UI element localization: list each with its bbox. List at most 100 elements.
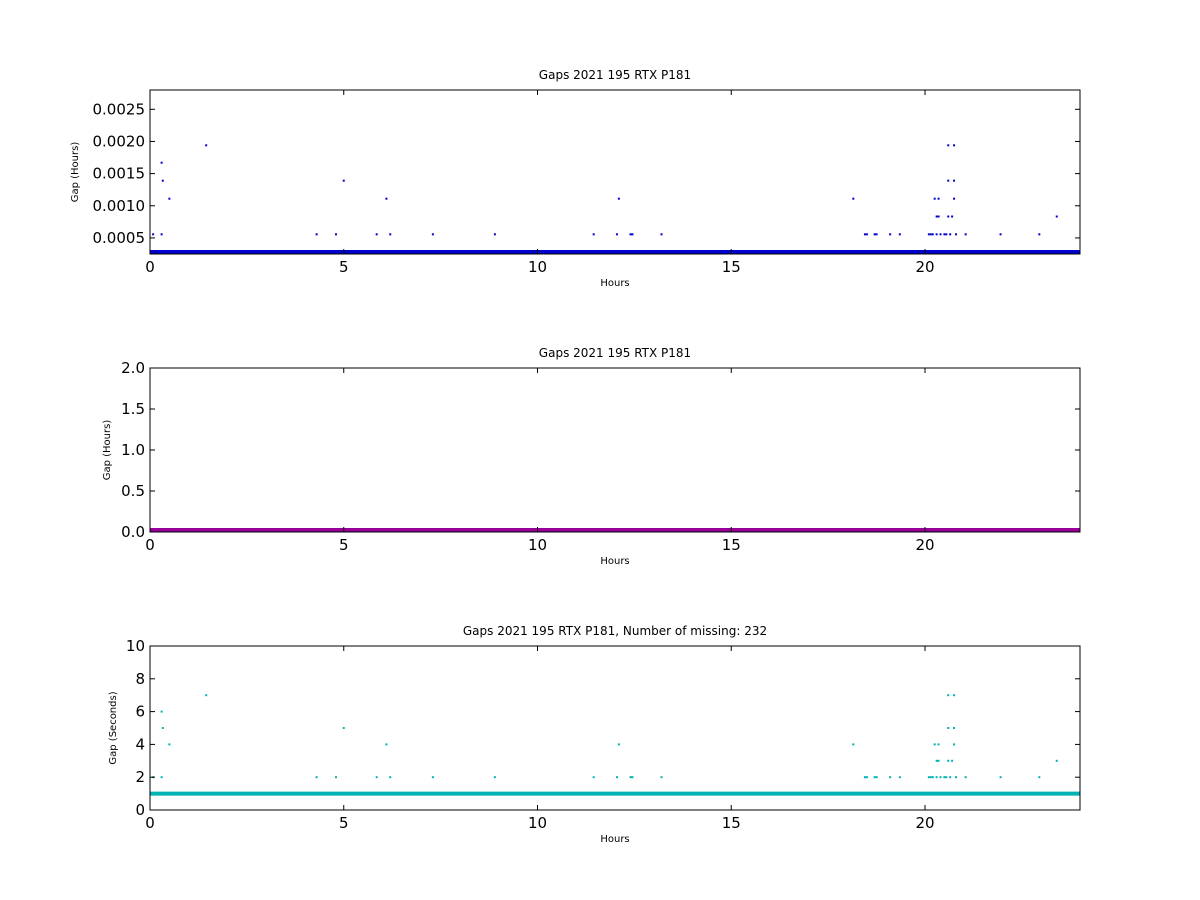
data-point bbox=[160, 776, 163, 779]
data-point bbox=[493, 776, 496, 779]
data-point bbox=[931, 776, 934, 779]
data-point bbox=[660, 776, 663, 779]
data-point bbox=[953, 694, 956, 697]
data-point bbox=[953, 743, 956, 746]
x-tick-label: 5 bbox=[339, 814, 349, 832]
data-point bbox=[933, 197, 936, 200]
data-point bbox=[852, 197, 855, 200]
data-point bbox=[945, 233, 948, 236]
data-point bbox=[342, 179, 345, 182]
data-point bbox=[929, 776, 932, 779]
data-point bbox=[865, 776, 868, 779]
data-point bbox=[943, 776, 946, 779]
data-point bbox=[660, 233, 663, 236]
data-point bbox=[375, 776, 378, 779]
data-point bbox=[865, 233, 868, 236]
data-point bbox=[935, 215, 938, 218]
x-tick-label: 15 bbox=[722, 258, 741, 276]
y-tick-label: 0.0020 bbox=[93, 132, 146, 150]
data-point bbox=[964, 776, 967, 779]
y-tick-label: 6 bbox=[135, 703, 145, 721]
data-point bbox=[889, 233, 892, 236]
data-point bbox=[939, 233, 942, 236]
data-point bbox=[431, 233, 434, 236]
data-point bbox=[863, 233, 866, 236]
data-point bbox=[629, 776, 632, 779]
data-point bbox=[955, 233, 957, 236]
data-point bbox=[935, 776, 938, 779]
y-tick-label: 0 bbox=[135, 801, 145, 819]
data-point bbox=[161, 727, 164, 729]
data-point bbox=[999, 233, 1002, 236]
data-point bbox=[1055, 215, 1058, 218]
x-tick-label: 10 bbox=[528, 258, 547, 276]
chart-title: Gaps 2021 195 RTX P181 bbox=[539, 346, 691, 360]
data-point bbox=[931, 233, 934, 236]
data-point bbox=[493, 233, 496, 236]
data-point bbox=[160, 710, 163, 713]
y-tick-label: 2 bbox=[135, 768, 145, 786]
data-point bbox=[947, 694, 950, 697]
data-point bbox=[937, 197, 940, 200]
data-point bbox=[875, 776, 878, 779]
data-point bbox=[389, 776, 392, 779]
y-tick-label: 4 bbox=[135, 735, 145, 753]
x-tick-label: 0 bbox=[145, 814, 155, 832]
data-point bbox=[947, 759, 950, 762]
data-point bbox=[592, 233, 595, 236]
data-point bbox=[943, 233, 946, 236]
data-point bbox=[951, 215, 954, 218]
plot-frame bbox=[149, 645, 1081, 811]
data-point bbox=[631, 776, 634, 779]
data-point bbox=[953, 727, 956, 729]
data-point bbox=[937, 215, 940, 218]
data-point bbox=[1038, 776, 1041, 779]
y-tick-label: 0.0005 bbox=[93, 229, 146, 247]
data-point bbox=[935, 233, 938, 236]
x-tick-label: 15 bbox=[722, 536, 741, 554]
x-tick-label: 20 bbox=[915, 536, 934, 554]
data-point bbox=[951, 759, 954, 762]
data-point bbox=[205, 144, 208, 147]
data-point bbox=[947, 179, 950, 182]
y-tick-label: 8 bbox=[135, 670, 145, 688]
data-point bbox=[335, 776, 337, 779]
data-point bbox=[389, 233, 392, 236]
x-axis-label: Hours bbox=[600, 556, 629, 567]
data-point bbox=[875, 233, 878, 236]
data-point bbox=[152, 233, 155, 236]
x-tick-label: 20 bbox=[915, 258, 934, 276]
data-point bbox=[947, 215, 950, 218]
data-point bbox=[375, 233, 378, 236]
data-point bbox=[945, 776, 948, 779]
data-point bbox=[335, 233, 337, 236]
data-point bbox=[873, 776, 876, 779]
data-point bbox=[964, 233, 967, 236]
data-point bbox=[953, 144, 956, 147]
data-point bbox=[863, 776, 866, 779]
y-tick-label: 1.5 bbox=[121, 400, 145, 418]
y-tick-label: 0.0015 bbox=[93, 165, 146, 183]
data-point bbox=[935, 759, 938, 762]
y-tick-label: 2.0 bbox=[121, 359, 145, 377]
data-point bbox=[898, 776, 901, 779]
y-tick-label: 0.0 bbox=[121, 523, 145, 541]
middle-gap-hours-chart: 0 5 10 15 20 0.0 0.5 1.0 1.5 2.0 Gaps 2021 195 RTX… bbox=[102, 346, 1081, 567]
data-point bbox=[947, 727, 950, 729]
y-tick-label: 0.5 bbox=[121, 482, 145, 500]
data-point bbox=[617, 197, 620, 200]
x-tick-label: 20 bbox=[915, 814, 934, 832]
data-point bbox=[999, 776, 1002, 779]
x-tick-label: 5 bbox=[339, 536, 349, 554]
plot-frame bbox=[149, 367, 1081, 533]
y-tick-label: 1.0 bbox=[121, 441, 145, 459]
data-point bbox=[431, 776, 434, 779]
data-point bbox=[937, 743, 940, 746]
top-gap-hours-chart: 0 5 10 15 20 0.0005 0.0010 0.0015 0.0020 0.0025 Ga… bbox=[70, 68, 1081, 289]
x-axis-label: Hours bbox=[600, 278, 629, 289]
data-point bbox=[168, 743, 171, 746]
data-point bbox=[631, 233, 634, 236]
data-point bbox=[315, 233, 318, 236]
data-point bbox=[949, 776, 952, 779]
y-axis-label: Gap (Hours) bbox=[102, 420, 113, 481]
